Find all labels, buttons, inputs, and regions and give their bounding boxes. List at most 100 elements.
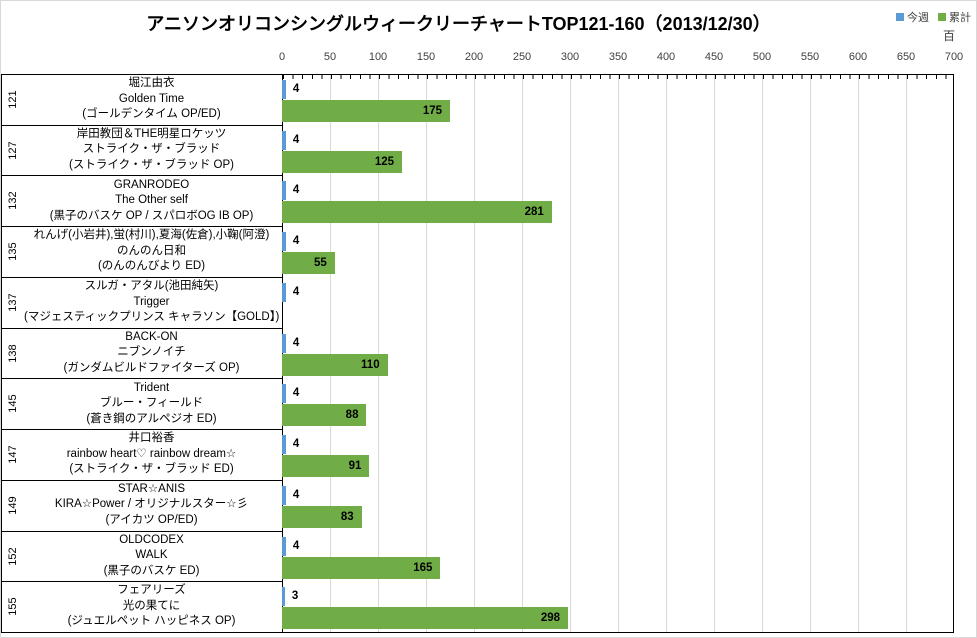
anime-tieup: (ストライク・ザ・ブラッド ED)	[69, 463, 234, 476]
chart-row: 149 STAR☆ANIS KIRA☆Power / オリジナルスター☆彡 (ア…	[1, 480, 954, 532]
category-text: フェアリーズ 光の果てに (ジュエルペット ハッピネス OP)	[24, 582, 279, 631]
cumulative-value: 88	[345, 409, 359, 422]
song-title: ニブンノイチ	[117, 346, 186, 359]
this-week-bar	[282, 181, 286, 201]
this-week-bar	[282, 536, 286, 556]
anime-tieup: (黒子のバスケ OP / スパロボOG IB OP)	[49, 209, 254, 222]
anime-tieup: (蒼き鋼のアルペジオ ED)	[86, 412, 217, 425]
cumulative-bar: 175	[282, 100, 450, 122]
artist-name: Trident	[133, 381, 170, 394]
bars-cell: 4	[282, 278, 954, 329]
category-cell: 127 岸田教団＆THE明星ロケッツ ストライク・ザ・ブラッド (ストライク・ザ…	[1, 125, 282, 177]
category-text: OLDCODEX WALK (黒子のバスケ ED)	[24, 532, 279, 581]
category-text: Trident ブルー・フィールド (蒼き鋼のアルペジオ ED)	[24, 379, 279, 428]
rank-label: 127	[7, 141, 19, 160]
this-week-bar	[282, 333, 286, 353]
tick-label: 500	[752, 51, 772, 63]
chart-row: 135 れんげ(小岩井),蛍(村川),夏海(佐倉),小鞠(阿澄) のんのん日和 …	[1, 227, 954, 278]
anime-tieup: (マジェスティックプリンス キャラソン【GOLD】)	[24, 311, 280, 324]
category-cell: 121 堀江由衣 Golden Time (ゴールデンタイム OP/ED)	[1, 75, 282, 126]
song-title: のんのん日和	[117, 244, 186, 257]
category-cell: 152 OLDCODEX WALK (黒子のバスケ ED)	[1, 531, 282, 583]
bars-cell: 4 281	[282, 176, 954, 227]
rank-label: 138	[7, 344, 19, 363]
cumulative-bar: 298	[282, 607, 569, 630]
legend-label-this-week: 今週	[907, 12, 929, 24]
anime-tieup: (ガンダムビルドファイターズ OP)	[63, 361, 240, 374]
artist-name: 岸田教団＆THE明星ロケッツ	[76, 127, 227, 140]
category-cell: 155 フェアリーズ 光の果てに (ジュエルペット ハッピネス OP)	[1, 582, 282, 634]
legend: 今週 累計	[896, 9, 971, 25]
bars-cell: 3 298	[282, 582, 954, 633]
song-title: Trigger	[133, 295, 170, 308]
cumulative-bar: 281	[282, 201, 552, 224]
category-text: 堀江由衣 Golden Time (ゴールデンタイム OP/ED)	[24, 75, 279, 124]
bars-cell: 4 91	[282, 430, 954, 481]
tick-label: 700	[944, 51, 964, 63]
artist-name: スルガ・アタル(池田純矢)	[84, 280, 219, 293]
this-week-bar	[282, 282, 286, 302]
this-week-swatch-icon	[896, 13, 904, 21]
bars-cell: 4 125	[282, 126, 954, 177]
cumulative-value: 110	[361, 358, 380, 371]
category-text: BACK-ON ニブンノイチ (ガンダムビルドファイターズ OP)	[24, 329, 279, 378]
artist-name: フェアリーズ	[117, 584, 186, 597]
bars-cell: 4 88	[282, 379, 954, 430]
chart-row: 155 フェアリーズ 光の果てに (ジュエルペット ハッピネス OP) 3 29…	[1, 582, 954, 634]
this-week-value: 4	[292, 83, 300, 95]
song-title: ブルー・フィールド	[99, 397, 204, 410]
category-text: スルガ・アタル(池田純矢) Trigger (マジェスティックプリンス キャラソ…	[24, 278, 279, 327]
this-week-bar	[282, 485, 286, 505]
category-text: れんげ(小岩井),蛍(村川),夏海(佐倉),小鞠(阿澄) のんのん日和 (のんの…	[24, 227, 279, 276]
category-cell: 147 井口裕香 rainbow heart♡ rainbow dream☆ (…	[1, 430, 282, 481]
anime-tieup: (ゴールデンタイム OP/ED)	[82, 108, 221, 121]
cumulative-bar: 55	[282, 252, 335, 275]
chart-row: 138 BACK-ON ニブンノイチ (ガンダムビルドファイターズ OP) 4 …	[1, 328, 954, 380]
tick-label: 550	[800, 51, 820, 63]
cumulative-bar: 88	[282, 404, 367, 427]
rank-label: 149	[7, 496, 19, 515]
anime-tieup: (黒子のバスケ ED)	[103, 564, 200, 577]
value-axis-minor-ticks	[283, 75, 953, 79]
category-text: 岸田教団＆THE明星ロケッツ ストライク・ザ・ブラッド (ストライク・ザ・ブラッ…	[24, 126, 279, 175]
cumulative-value: 83	[340, 510, 354, 523]
this-week-bar	[282, 384, 286, 404]
song-title: The Other self	[115, 194, 188, 207]
this-week-bar	[282, 587, 285, 607]
tick-label: 300	[560, 51, 580, 63]
category-cell: 145 Trident ブルー・フィールド (蒼き鋼のアルペジオ ED)	[1, 379, 282, 431]
rank-label: 137	[7, 293, 19, 312]
artist-name: れんげ(小岩井),蛍(村川),夏海(佐倉),小鞠(阿澄)	[33, 229, 270, 242]
song-title: 光の果てに	[122, 599, 181, 612]
artist-name: 堀江由衣	[128, 77, 175, 90]
this-week-value: 4	[292, 438, 300, 451]
rank-label: 152	[7, 547, 19, 566]
tick-label: 350	[608, 51, 628, 63]
rank-label: 147	[7, 445, 19, 465]
artist-name: OLDCODEX	[119, 533, 184, 546]
cumulative-value: 55	[314, 257, 327, 270]
chart-row: 137 スルガ・アタル(池田純矢) Trigger (マジェスティックプリンス …	[1, 277, 954, 329]
artist-name: GRANRODEO	[113, 178, 190, 191]
cumulative-value: 91	[348, 460, 362, 473]
tick-label: 250	[512, 51, 532, 63]
bars-cell: 4 110	[282, 329, 954, 380]
cumulative-bar: 165	[282, 556, 441, 579]
this-week-value: 4	[292, 336, 300, 349]
category-cell: 137 スルガ・アタル(池田純矢) Trigger (マジェスティックプリンス …	[1, 277, 282, 329]
tick-label: 600	[848, 51, 868, 63]
cumulative-bar: 110	[282, 353, 388, 376]
cumulative-value: 125	[374, 155, 394, 168]
rank-label: 145	[7, 395, 19, 414]
category-text: GRANRODEO The Other self (黒子のバスケ OP / スパ…	[24, 176, 279, 225]
tick-label: 0	[278, 51, 286, 63]
song-title: ストライク・ザ・ブラッド	[82, 143, 221, 156]
legend-label-cumulative: 累計	[949, 12, 971, 24]
bars-cell: 4 55	[282, 227, 954, 278]
legend-item-cumulative: 累計	[938, 9, 971, 25]
song-title: Golden Time	[118, 92, 185, 105]
bars-cell: 4 83	[282, 481, 954, 532]
this-week-bar	[282, 435, 286, 455]
bars-cell: 4 165	[282, 532, 954, 583]
category-cell: 138 BACK-ON ニブンノイチ (ガンダムビルドファイターズ OP)	[1, 328, 282, 380]
